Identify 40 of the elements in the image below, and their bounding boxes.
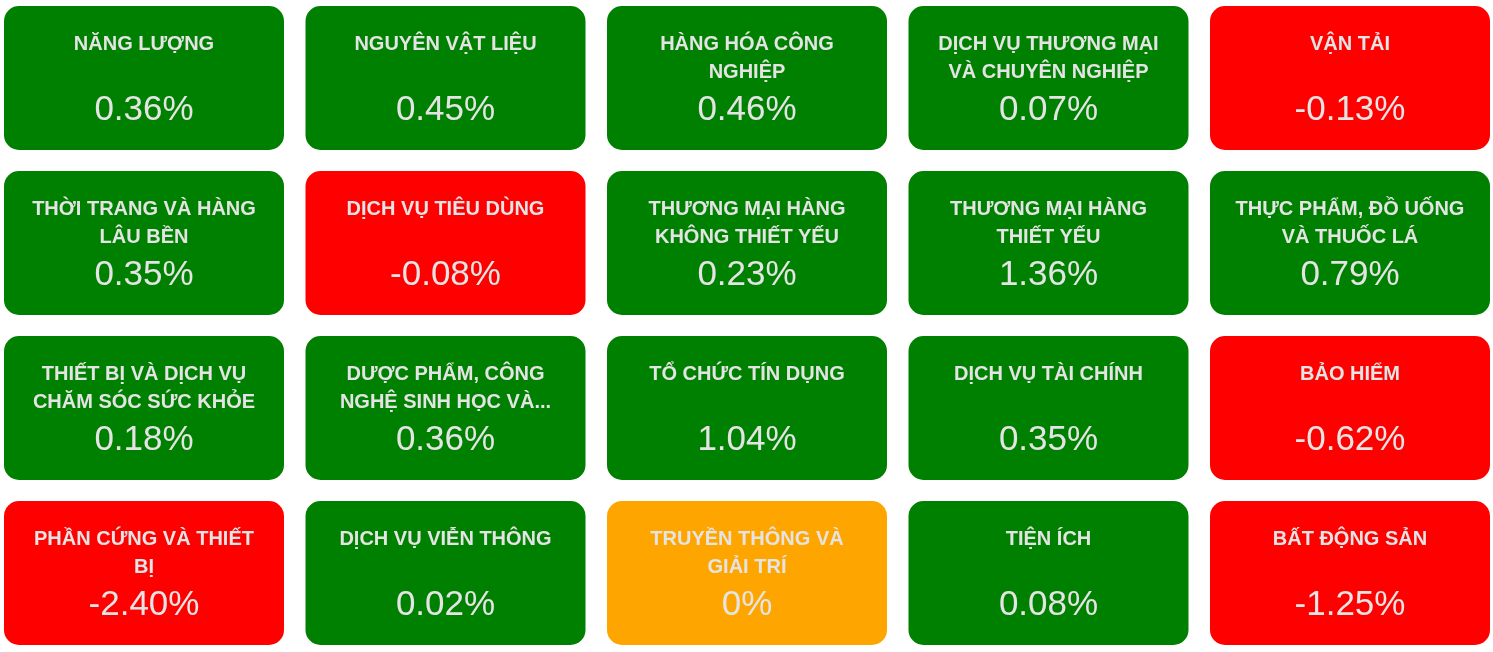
category-label: DƯỢC PHẨM, CÔNG NGHỆ SINH HỌC VÀ... — [339, 361, 552, 412]
data-label: -0.08% — [390, 253, 501, 292]
category-label: VẬN TẢI — [1310, 31, 1390, 54]
category-label: THƯƠNG MẠI HÀNG KHÔNG THIẾT YẾU — [648, 197, 846, 247]
data-label: 0.45% — [395, 88, 496, 127]
data-label: 0.18% — [94, 418, 194, 457]
category-label: THIẾT BỊ VÀ DỊCH VỤ CHĂM SÓC SỨC KHỎE — [32, 362, 256, 412]
category-label: TIỆN ÍCH — [1005, 526, 1092, 549]
category-label: PHẦN CỨNG VÀ THIẾT BỊ — [34, 526, 254, 577]
category-label: BẤT ĐỘNG SẢN — [1272, 526, 1428, 549]
data-label: -0.62% — [1294, 418, 1406, 457]
category-label: BẢO HIỂM — [1300, 362, 1400, 384]
data-label: 1.36% — [998, 253, 1099, 292]
data-label: 0.07% — [998, 88, 1099, 127]
data-label: -1.25% — [1294, 583, 1406, 622]
data-label: -0.13% — [1294, 88, 1406, 127]
category-label: DỊCH VỤ TIÊU DÙNG — [346, 196, 545, 219]
category-label: THƯƠNG MẠI HÀNG THIẾT YẾU — [950, 197, 1147, 247]
data-label: 0.23% — [697, 253, 797, 292]
data-label: 0.36% — [94, 88, 194, 127]
data-label: 0.46% — [697, 88, 797, 127]
category-label: DỊCH VỤ VIỄN THÔNG — [339, 526, 552, 549]
category-label: THỜI TRANG VÀ HÀNG LÂU BỀN — [32, 196, 256, 247]
category-label: NĂNG LƯỢNG — [73, 32, 215, 54]
data-label: 0.79% — [1300, 253, 1400, 292]
category-label: TỔ CHỨC TÍN DỤNG — [649, 361, 845, 384]
category-label: NGUYÊN VẬT LIỆU — [354, 31, 537, 54]
data-label: 1.04% — [697, 418, 797, 457]
category-label: DỊCH VỤ TÀI CHÍNH — [954, 362, 1143, 384]
data-label: 0% — [721, 583, 773, 622]
category-label: TRUYỀN THÔNG VÀ GIẢI TRÍ — [650, 526, 844, 577]
category-label: THỰC PHẨM, ĐỒ UỐNG VÀ THUỐC LÁ — [1235, 196, 1465, 247]
data-label: 0.08% — [998, 583, 1099, 622]
category-label: DỊCH VỤ THƯƠNG MẠI VÀ CHUYÊN NGHIỆP — [938, 32, 1159, 82]
data-label: 0.35% — [998, 418, 1099, 457]
data-label: -2.40% — [88, 583, 200, 622]
data-label: 0.36% — [395, 418, 496, 457]
data-label: 0.35% — [94, 253, 194, 292]
category-label: HÀNG HÓA CÔNG NGHIỆP — [660, 31, 834, 82]
data-label: 0.02% — [395, 583, 496, 622]
